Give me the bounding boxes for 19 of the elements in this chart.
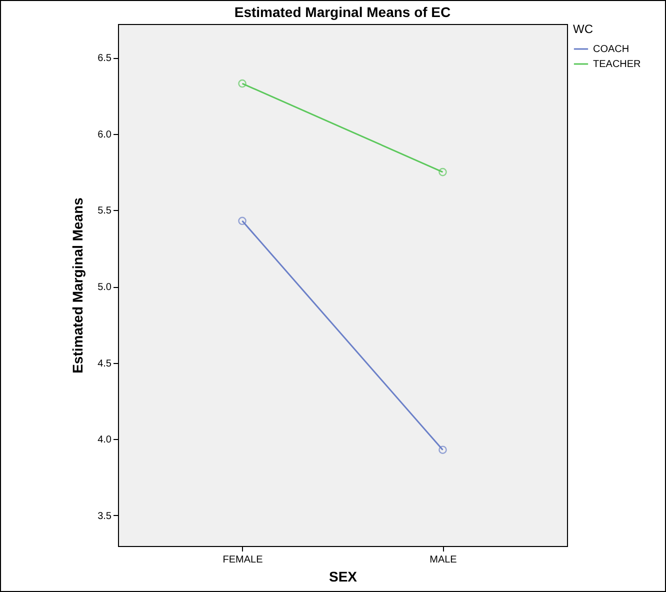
point xyxy=(238,79,246,88)
point xyxy=(438,446,447,454)
legend-title: WC xyxy=(573,22,594,36)
y-tick-label: 6.0 xyxy=(98,129,112,140)
chart-title: Estimated Marginal Means of EC xyxy=(234,4,451,20)
legend-label: TEACHER xyxy=(593,59,641,70)
y-tick-label: 4.5 xyxy=(98,358,112,370)
y-tick-label: 5.0 xyxy=(98,282,112,294)
y-tick-label: 5.5 xyxy=(98,206,112,217)
x-axis-title: SEX xyxy=(328,568,358,584)
y-axis-title: Estimated Marginal Means xyxy=(70,197,86,374)
point xyxy=(238,216,246,226)
y-tick-label: 4.0 xyxy=(98,434,112,446)
point xyxy=(438,168,447,176)
x-tick-label: MALE xyxy=(430,554,458,566)
x-tick-label: FEMALE xyxy=(222,554,264,566)
y-tick-label: 6.5 xyxy=(98,53,112,64)
y-tick-label: 3.5 xyxy=(98,510,112,522)
legend-label: COACH xyxy=(593,44,630,55)
